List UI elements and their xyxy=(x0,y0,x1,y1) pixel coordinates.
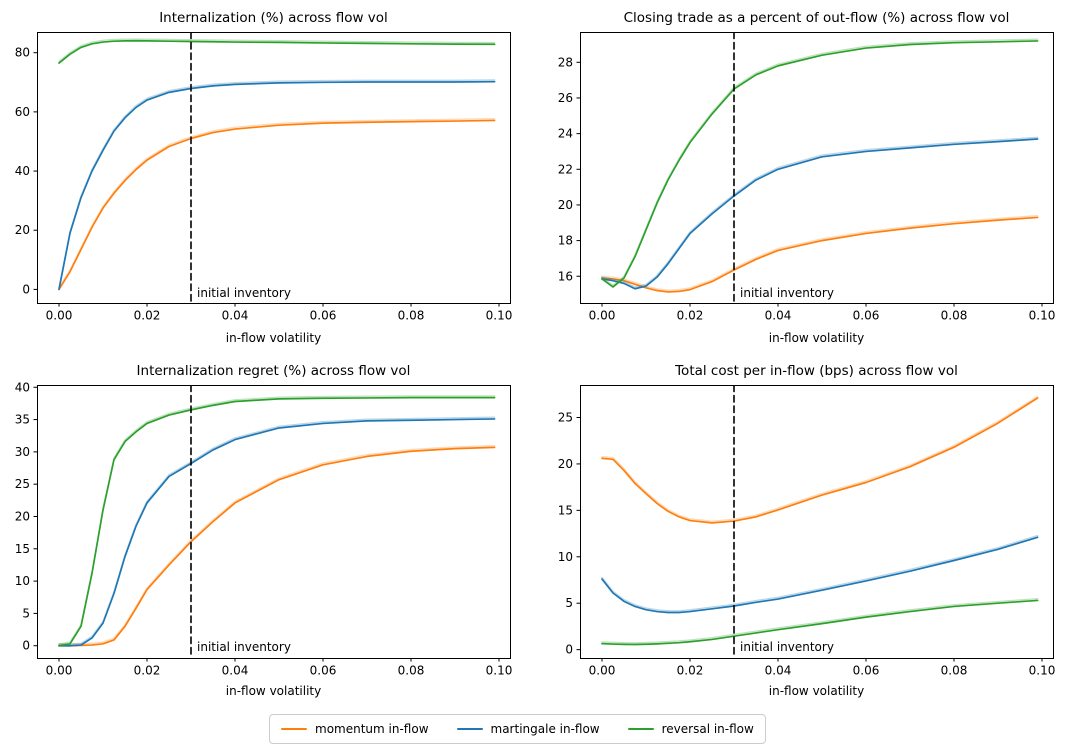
chart-title-internalization: Internalization (%) across flow vol xyxy=(159,10,388,26)
vline-annotation-bottom-right: initial inventory xyxy=(740,640,834,654)
momentum-line-swatch xyxy=(281,728,307,730)
legend-label: martingale in-flow xyxy=(490,722,600,736)
legend-label: reversal in-flow xyxy=(661,722,754,736)
xlabel-top-right: in-flow volatility xyxy=(768,331,865,345)
vline-annotation-bottom-left: initial inventory xyxy=(197,640,291,654)
legend-label: momentum in-flow xyxy=(315,722,429,736)
legend-item-reversal: reversal in-flow xyxy=(627,722,754,736)
legend-item-martingale: martingale in-flow xyxy=(456,722,600,736)
xlabel-bottom-left: in-flow volatility xyxy=(225,684,322,698)
vline-annotation-top-right: initial inventory xyxy=(740,286,834,300)
vline-annotation-top-left: initial inventory xyxy=(197,286,291,300)
chart-title-total-cost: Total cost per in-flow (bps) across flow… xyxy=(675,363,958,379)
chart-title-closing-trade: Closing trade as a percent of out-flow (… xyxy=(623,10,1010,26)
chart-title-internalization-regret: Internalization regret (%) across flow v… xyxy=(136,363,411,379)
xlabel-top-left: in-flow volatility xyxy=(225,331,322,345)
figure-legend: momentum in-flow martingale in-flow reve… xyxy=(269,714,766,744)
xlabel-bottom-right: in-flow volatility xyxy=(768,684,865,698)
reversal-line-swatch xyxy=(627,728,654,730)
legend-item-momentum: momentum in-flow xyxy=(281,722,429,736)
martingale-line-swatch xyxy=(456,728,483,730)
